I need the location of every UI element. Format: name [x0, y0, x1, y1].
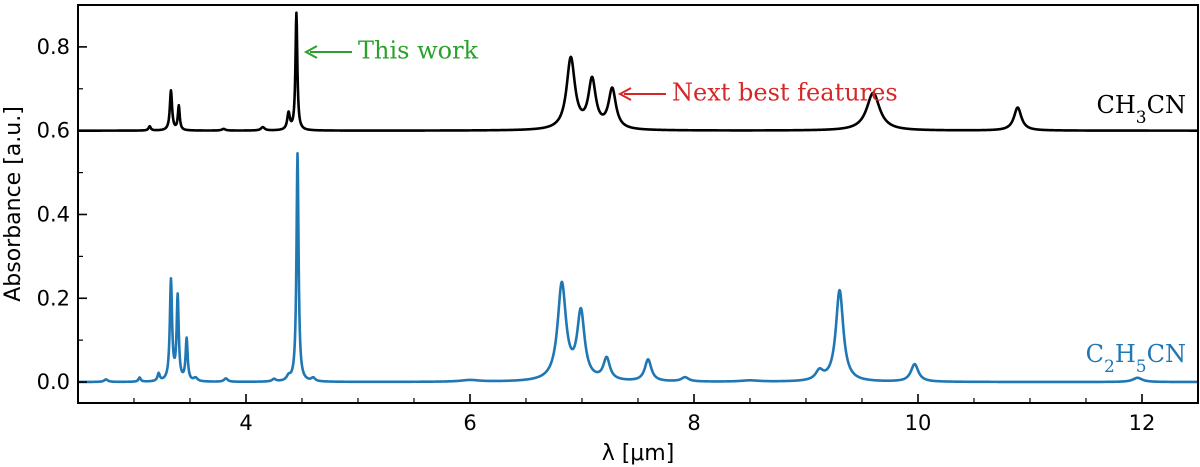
y-tick-label: 0.8 — [37, 35, 70, 59]
x-tick-label: 4 — [239, 411, 252, 435]
y-tick-label: 0.2 — [37, 286, 70, 310]
y-tick-label: 0.0 — [37, 370, 70, 394]
series-line-1 — [78, 151, 1198, 384]
this-work-annotation: This work — [358, 37, 479, 65]
x-tick-label: 8 — [687, 411, 700, 435]
x-tick-label: 12 — [1129, 411, 1156, 435]
series-label-c2h5cn: C2H5CN — [1086, 340, 1186, 377]
x-tick-label: 10 — [905, 411, 932, 435]
series-label-ch3cn: CH3CN — [1097, 91, 1187, 128]
x-tick-label: 6 — [463, 411, 476, 435]
x-axis-label: λ [μm] — [602, 441, 675, 466]
ticks-layer: 4 6 8 10 12 0.0 0.2 0.4 0.6 0.8 — [37, 4, 1199, 435]
annotations-layer: This work Next best features CH3CN C2H5CN — [303, 37, 1187, 377]
next-best-annotation: Next best features — [672, 79, 898, 107]
next-best-arrow-head — [617, 87, 632, 101]
this-work-arrow-head — [303, 45, 318, 59]
series-line-0 — [78, 11, 1198, 132]
series-layer — [78, 11, 1198, 384]
y-tick-label: 0.6 — [37, 119, 70, 143]
y-tick-label: 0.4 — [37, 202, 70, 226]
y-axis-label: Absorbance [a.u.] — [1, 106, 26, 302]
plot-frame — [77, 4, 1199, 404]
